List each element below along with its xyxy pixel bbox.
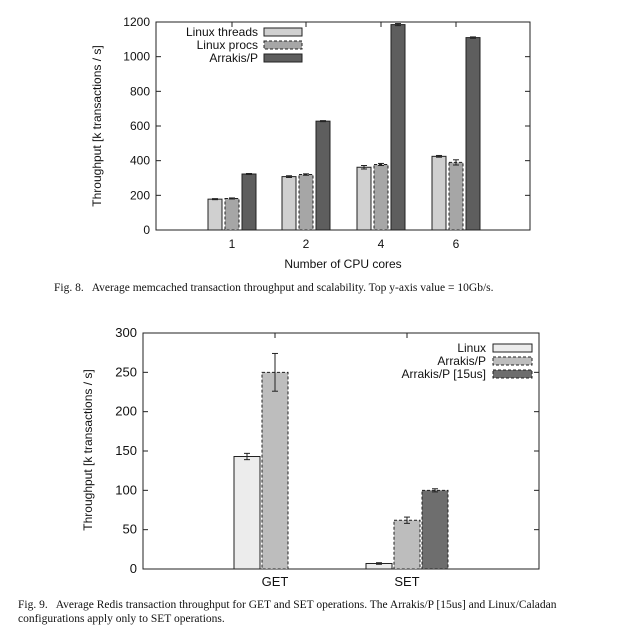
x-tick-label: 4 — [378, 237, 385, 251]
caption-number: Fig. 8. — [54, 282, 84, 294]
x-tick-label: GET — [262, 574, 289, 589]
legend-label: Linux threads — [186, 25, 258, 39]
legend-label: Arrakis/P — [437, 354, 486, 368]
y-tick-label: 50 — [123, 522, 137, 537]
y-tick-label: 0 — [130, 561, 137, 576]
x-tick-label: 1 — [229, 237, 236, 251]
bar — [207, 198, 223, 231]
figure-9-caption: Fig. 9. Average Redis transaction through… — [18, 598, 602, 626]
legend-label: Arrakis/P [15us] — [402, 367, 486, 381]
y-tick-label: 250 — [115, 364, 137, 379]
y-tick-label: 1000 — [123, 50, 150, 64]
bar — [390, 24, 406, 231]
caption-number: Fig. 9. — [18, 599, 48, 611]
legend-label: Linux procs — [197, 38, 258, 52]
bar — [431, 155, 447, 231]
x-axis: 1 2 4 6 — [229, 22, 460, 251]
bar-group — [207, 23, 481, 231]
bar — [315, 120, 331, 231]
bar — [373, 163, 389, 231]
bar — [224, 197, 240, 231]
y-tick-label: 600 — [130, 119, 150, 133]
bar — [465, 37, 481, 231]
y-tick-label: 1200 — [123, 15, 150, 29]
legend-label: Linux — [457, 341, 486, 355]
y-tick-label: 400 — [130, 154, 150, 168]
figure-8-caption: Fig. 8. Average memcached transaction thr… — [54, 281, 594, 295]
y-tick-label: 200 — [115, 404, 137, 419]
y-axis: 0 50 100 150 200 250 300 — [115, 325, 539, 576]
y-tick-label: 150 — [115, 443, 137, 458]
bar — [298, 174, 314, 231]
y-tick-label: 300 — [115, 325, 137, 340]
y-axis: 0 200 400 600 800 1000 1200 — [123, 15, 530, 237]
bar — [281, 176, 297, 231]
x-tick-label: SET — [394, 574, 419, 589]
legend-label: Arrakis/P — [209, 51, 258, 65]
bar — [233, 456, 261, 570]
y-axis-label: Throughput [k transactions / s] — [90, 45, 104, 206]
legend-swatch — [492, 356, 533, 366]
y-axis-label: Throughput [k transactions / s] — [81, 369, 95, 530]
x-axis: GET SET — [262, 333, 420, 589]
bar-group — [233, 352, 449, 570]
y-tick-label: 100 — [115, 482, 137, 497]
y-tick-label: 0 — [143, 223, 150, 237]
bar — [421, 489, 449, 570]
y-tick-label: 800 — [130, 84, 150, 98]
bar — [356, 166, 372, 231]
legend-swatch — [492, 343, 533, 353]
caption-text: Average memcached transaction throughput… — [91, 282, 494, 294]
bar — [448, 161, 464, 231]
legend-swatch — [263, 27, 303, 37]
bar — [261, 371, 289, 570]
memcached-throughput-chart: 0 200 400 600 800 1000 1200 1 2 4 6 Linux threads… — [90, 15, 531, 271]
caption-text: Average Redis transaction throughput for… — [18, 599, 557, 625]
x-tick-label: 6 — [453, 237, 460, 251]
x-tick-label: 2 — [303, 237, 310, 251]
legend-swatch — [263, 53, 303, 63]
bar — [393, 519, 421, 570]
bar — [241, 173, 257, 231]
legend-swatch — [263, 40, 303, 50]
x-axis-label: Number of CPU cores — [284, 257, 401, 271]
legend-swatch — [492, 369, 533, 379]
y-tick-label: 200 — [130, 188, 150, 202]
